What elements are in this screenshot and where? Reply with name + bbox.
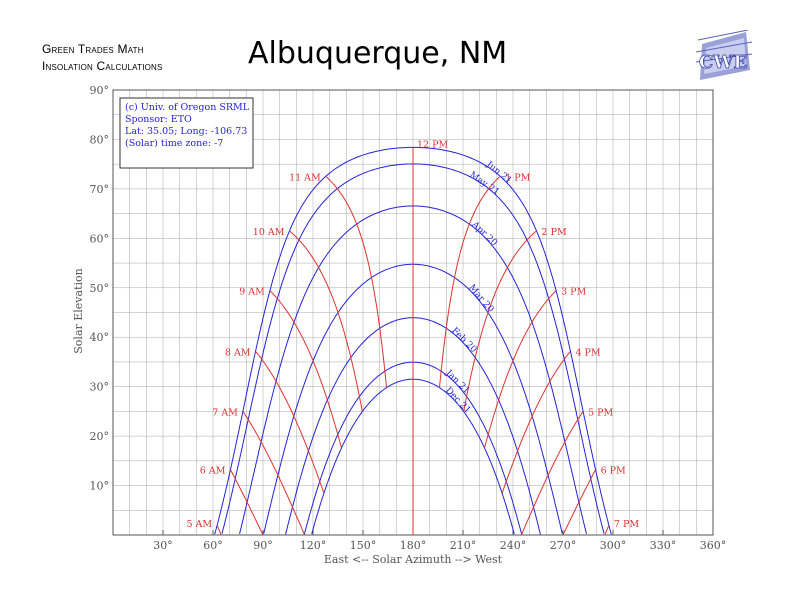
hour-label: 11 AM <box>289 172 321 183</box>
tick-labels: 30° 60° 90° 120° 150° 180° 210° 240° 270° 300° 330… <box>90 84 727 552</box>
header-line-1-text: Green Trades Math <box>42 42 144 56</box>
x-tick-label: 30° <box>153 539 173 552</box>
hour-label: 7 AM <box>212 407 238 418</box>
hour-curve-7-pm <box>604 525 610 535</box>
header-line-1: Green Trades Math <box>42 42 144 56</box>
info-box-line: (Solar) time zone: -7 <box>125 138 223 149</box>
hour-curves <box>216 147 610 535</box>
hour-label: 3 PM <box>561 287 586 298</box>
hour-label: 2 PM <box>542 227 567 238</box>
y-tick-label: 70° <box>90 183 110 196</box>
info-box-line: (c) Univ. of Oregon SRML <box>125 102 250 113</box>
date-label: Feb 20 <box>449 326 478 355</box>
y-tick-label: 80° <box>90 133 110 146</box>
y-tick-label: 20° <box>90 430 110 443</box>
hour-label: 7 PM <box>614 519 639 530</box>
hour-label: 10 AM <box>253 227 285 238</box>
hour-curve-7-am <box>242 411 306 535</box>
y-axis-label: Solar Elevation <box>72 268 85 353</box>
hour-label: 1 PM <box>505 172 530 183</box>
y-tick-label: 60° <box>90 232 110 245</box>
page-title: Albuquerque, NM <box>248 36 508 71</box>
hour-curve-9-am <box>269 290 342 449</box>
x-tick-label: 210° <box>450 539 477 552</box>
info-box-line: Lat: 35.05; Long: -106.73 <box>125 126 247 137</box>
hour-label: 12 PM <box>417 139 449 150</box>
hour-curve-8-am <box>255 351 325 494</box>
hour-curve-2-pm <box>463 230 537 412</box>
info-box-line: Sponsor: ETO <box>125 114 192 125</box>
hour-curve-5-am <box>216 525 222 535</box>
hour-curve-6-am <box>230 469 264 535</box>
y-tick-label: 90° <box>90 84 110 97</box>
hour-label: 9 AM <box>239 287 265 298</box>
x-tick-label: 150° <box>350 539 377 552</box>
info-box-frame <box>119 97 254 169</box>
header-line-2-text: Insolation Calculations <box>42 59 163 73</box>
x-tick-label: 360° <box>700 539 727 552</box>
hour-label: 6 PM <box>601 466 626 477</box>
hour-curve-1-pm <box>439 176 501 388</box>
date-curve-jun-21 <box>214 146 612 535</box>
x-axis-label: East <-- Solar Azimuth --> West <box>324 553 503 566</box>
y-tick-label: 10° <box>90 480 110 493</box>
header-line-2: Insolation Calculations <box>42 59 163 73</box>
x-tick-label: 240° <box>500 539 527 552</box>
y-tick-label: 30° <box>90 381 110 394</box>
x-tick-label: 60° <box>203 539 223 552</box>
y-tick-label: 50° <box>90 282 110 295</box>
hour-label: 5 PM <box>588 407 613 418</box>
hour-label: 8 AM <box>225 347 251 358</box>
hour-curve-6-pm <box>562 469 596 535</box>
x-tick-label: 90° <box>253 539 273 552</box>
x-tick-label: 330° <box>650 539 677 552</box>
hour-label: 4 PM <box>575 347 600 358</box>
date-label: Apr 20 <box>469 219 499 248</box>
cwe-logo: CWE <box>695 30 753 80</box>
hour-curve-10-am <box>289 230 363 412</box>
hour-curve-5-pm <box>520 411 584 535</box>
hour-curve-11-am <box>325 176 387 388</box>
logo-text: CWE <box>699 52 747 73</box>
x-tick-label: 120° <box>300 539 327 552</box>
y-tick-label: 40° <box>90 331 110 344</box>
hour-label: 6 AM <box>200 466 226 477</box>
hour-label: 5 AM <box>186 519 212 530</box>
x-tick-label: 300° <box>600 539 627 552</box>
x-tick-label: 180° <box>400 539 427 552</box>
hour-curve-3-pm <box>484 290 557 449</box>
hour-curve-4-pm <box>501 351 571 494</box>
x-tick-label: 270° <box>550 539 577 552</box>
